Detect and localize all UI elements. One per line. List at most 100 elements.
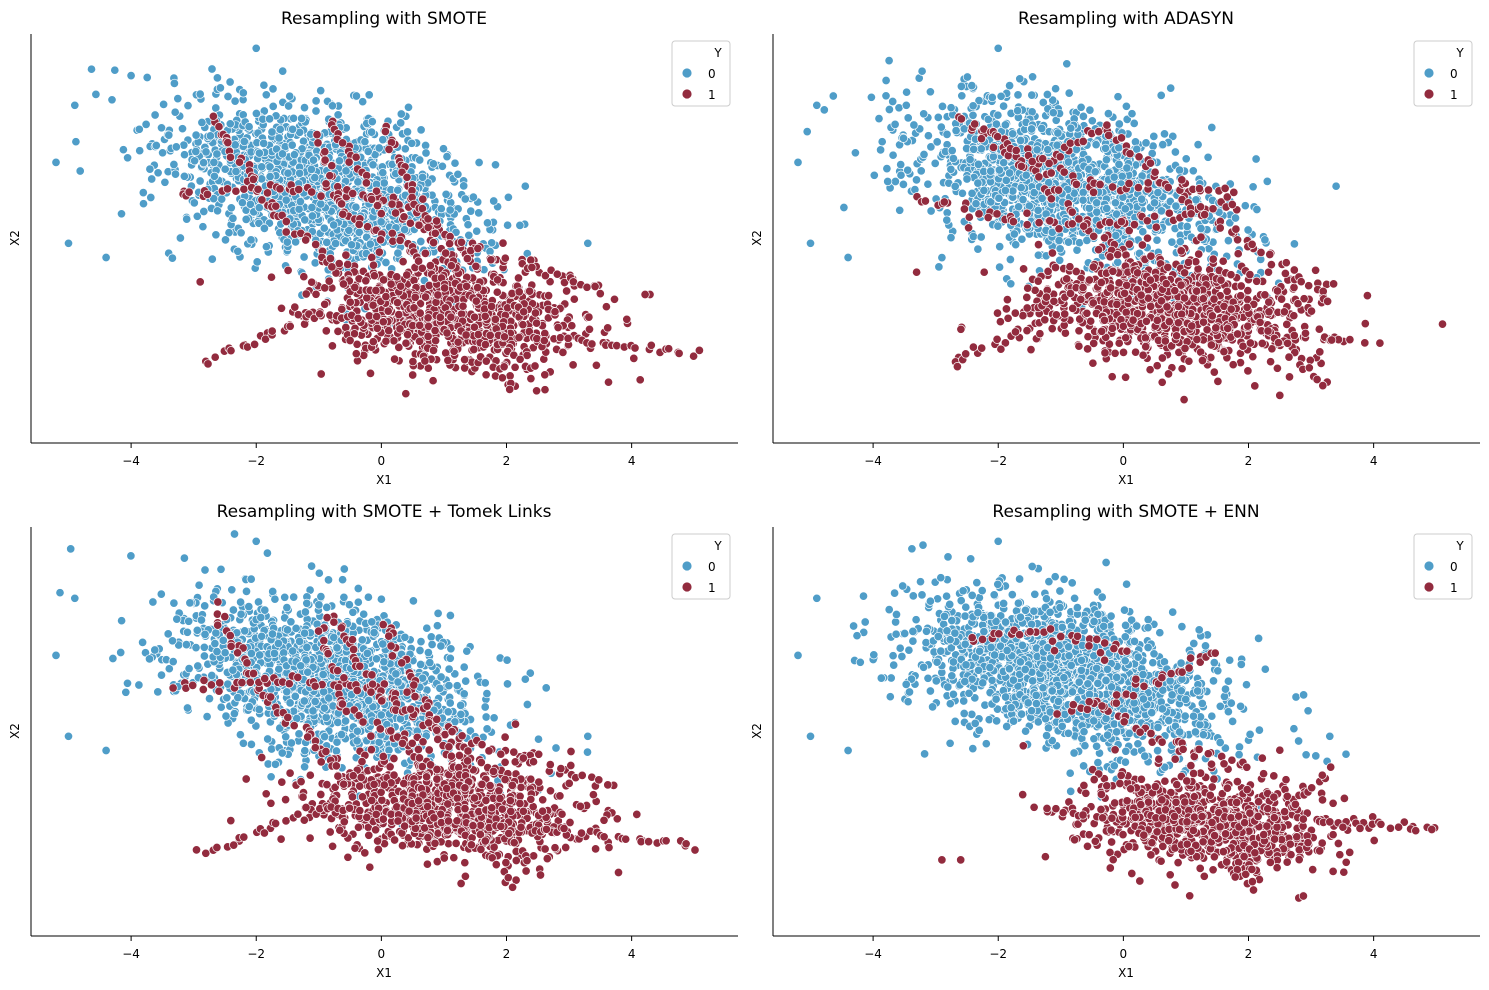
point-class-1 — [629, 353, 639, 363]
point-class-0 — [888, 150, 898, 160]
point-class-0 — [211, 103, 221, 113]
point-class-0 — [327, 101, 338, 111]
point-class-0 — [793, 157, 803, 167]
point-class-0 — [1033, 205, 1043, 215]
point-class-0 — [1117, 171, 1127, 181]
point-class-1 — [462, 281, 472, 291]
point-class-0 — [881, 91, 891, 101]
point-class-1 — [376, 209, 386, 219]
point-class-0 — [445, 205, 455, 215]
point-class-0 — [1091, 140, 1101, 150]
point-class-0 — [1262, 176, 1272, 186]
point-class-0 — [1016, 183, 1026, 193]
y-axis-label: X2 — [8, 230, 22, 246]
point-class-0 — [1114, 119, 1124, 129]
point-class-0 — [421, 140, 431, 151]
point-class-0 — [1016, 135, 1026, 146]
point-class-0 — [86, 64, 97, 74]
point-class-0 — [828, 91, 838, 101]
point-class-1 — [1138, 350, 1148, 360]
point-class-1 — [338, 209, 348, 219]
point-class-0 — [979, 185, 989, 196]
point-class-1 — [386, 279, 396, 289]
point-class-0 — [468, 192, 478, 202]
point-class-1 — [343, 259, 353, 270]
point-class-0 — [1042, 89, 1052, 100]
point-class-0 — [874, 114, 884, 124]
point-class-0 — [890, 119, 900, 129]
point-class-0 — [257, 162, 267, 172]
point-class-0 — [995, 242, 1005, 252]
point-class-0 — [948, 153, 958, 164]
point-class-0 — [173, 94, 183, 104]
point-class-0 — [1102, 203, 1112, 214]
point-class-0 — [1167, 237, 1177, 247]
point-class-0 — [520, 181, 530, 191]
point-class-0 — [1055, 244, 1065, 254]
point-class-1 — [1100, 348, 1110, 358]
point-class-1 — [1035, 329, 1045, 339]
point-class-0 — [156, 123, 167, 133]
point-class-0 — [911, 175, 922, 185]
point-class-1 — [1107, 372, 1117, 382]
point-class-0 — [1159, 129, 1170, 139]
point-class-1 — [208, 111, 218, 121]
point-class-0 — [179, 171, 189, 181]
point-class-1 — [567, 321, 577, 331]
point-class-1 — [281, 227, 291, 237]
point-class-0 — [164, 130, 174, 140]
point-class-1 — [473, 329, 483, 340]
point-class-1 — [1315, 347, 1325, 357]
point-class-1 — [612, 341, 622, 351]
point-class-0 — [487, 238, 497, 248]
point-class-0 — [217, 194, 227, 204]
point-class-0 — [1252, 204, 1262, 215]
point-class-0 — [1090, 167, 1100, 177]
point-class-0 — [191, 130, 201, 140]
point-class-1 — [1074, 326, 1084, 336]
point-class-0 — [294, 204, 304, 214]
point-class-0 — [1078, 195, 1088, 205]
point-class-1 — [327, 262, 337, 272]
point-class-0 — [71, 137, 81, 147]
point-class-0 — [331, 238, 341, 249]
point-class-1 — [595, 289, 605, 299]
point-class-0 — [1149, 131, 1159, 141]
point-class-0 — [515, 220, 525, 230]
point-class-0 — [453, 169, 463, 179]
point-class-1 — [415, 308, 425, 318]
point-class-1 — [396, 281, 406, 291]
point-class-0 — [195, 89, 205, 99]
point-class-0 — [307, 211, 317, 221]
point-class-1 — [513, 273, 524, 283]
point-class-1 — [603, 323, 613, 333]
point-class-0 — [993, 43, 1003, 53]
point-class-1 — [368, 260, 379, 270]
point-class-1 — [1226, 270, 1236, 280]
point-class-0 — [63, 238, 74, 248]
point-class-0 — [903, 113, 913, 123]
point-class-0 — [1182, 221, 1192, 232]
point-class-1 — [1360, 319, 1370, 329]
point-class-1 — [563, 333, 573, 343]
point-class-0 — [170, 107, 180, 117]
point-class-0 — [179, 150, 190, 160]
point-class-0 — [994, 165, 1004, 175]
point-class-0 — [937, 101, 948, 111]
point-class-1 — [281, 216, 291, 227]
point-class-0 — [403, 102, 414, 112]
point-class-0 — [150, 110, 160, 120]
point-class-0 — [298, 136, 309, 146]
point-class-1 — [552, 269, 562, 279]
point-class-1 — [367, 252, 377, 263]
point-class-0 — [138, 199, 149, 209]
point-class-1 — [402, 172, 412, 182]
point-class-0 — [376, 217, 386, 227]
point-class-0 — [1013, 90, 1023, 100]
point-class-1 — [1068, 303, 1078, 313]
point-class-0 — [341, 166, 351, 176]
point-class-1 — [423, 331, 433, 341]
point-class-1 — [345, 335, 355, 346]
point-class-1 — [1060, 328, 1070, 338]
point-class-0 — [1087, 116, 1097, 126]
